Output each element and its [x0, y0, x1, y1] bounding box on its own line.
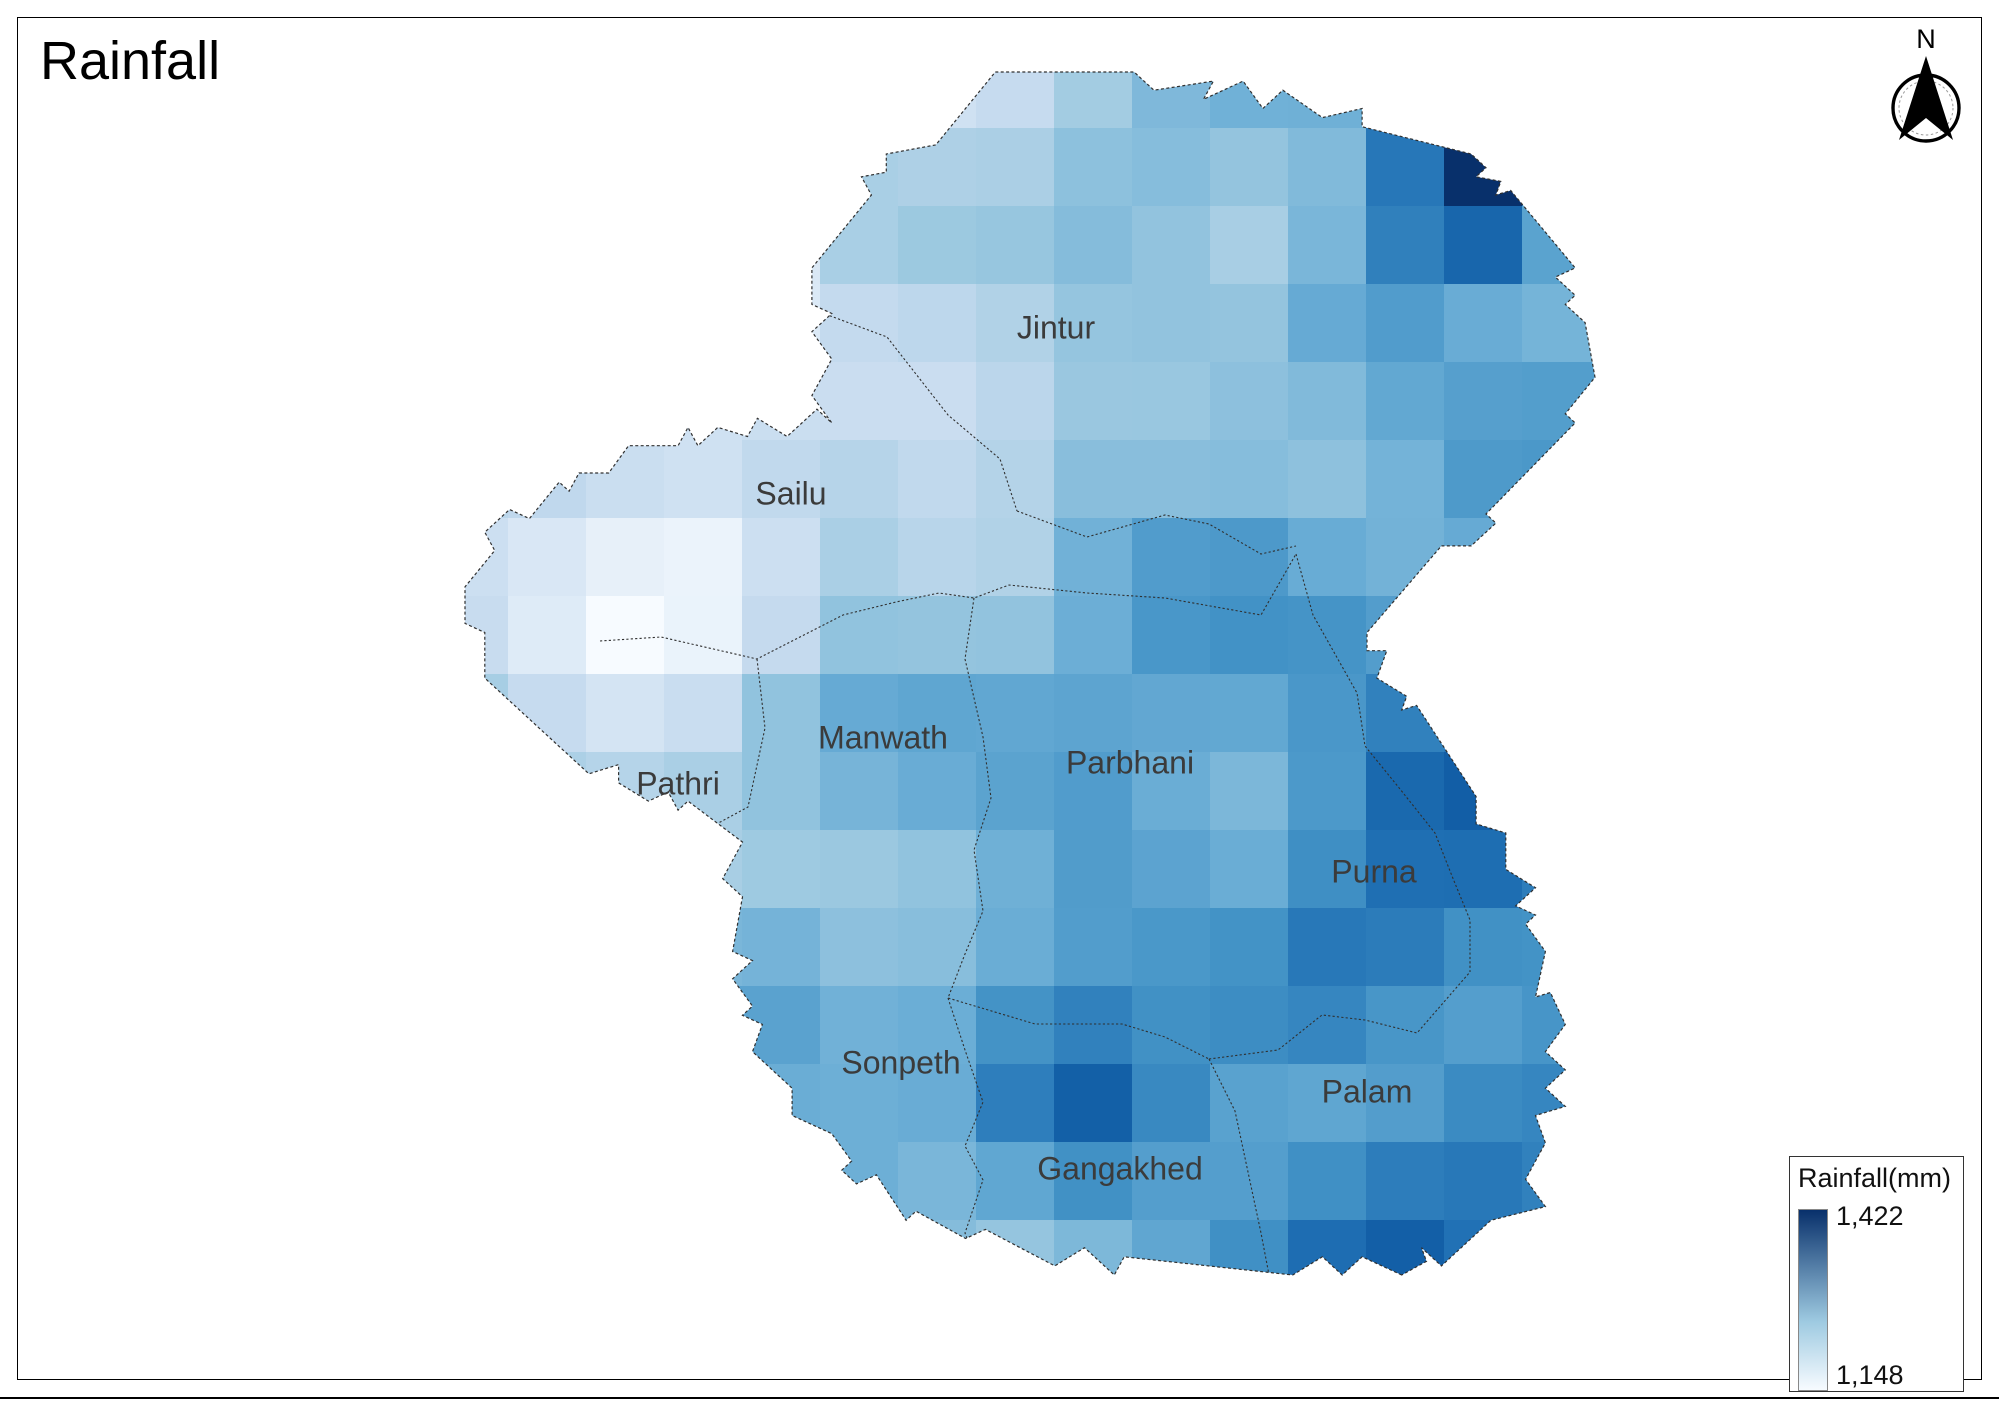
svg-text:N: N [1916, 26, 1936, 54]
